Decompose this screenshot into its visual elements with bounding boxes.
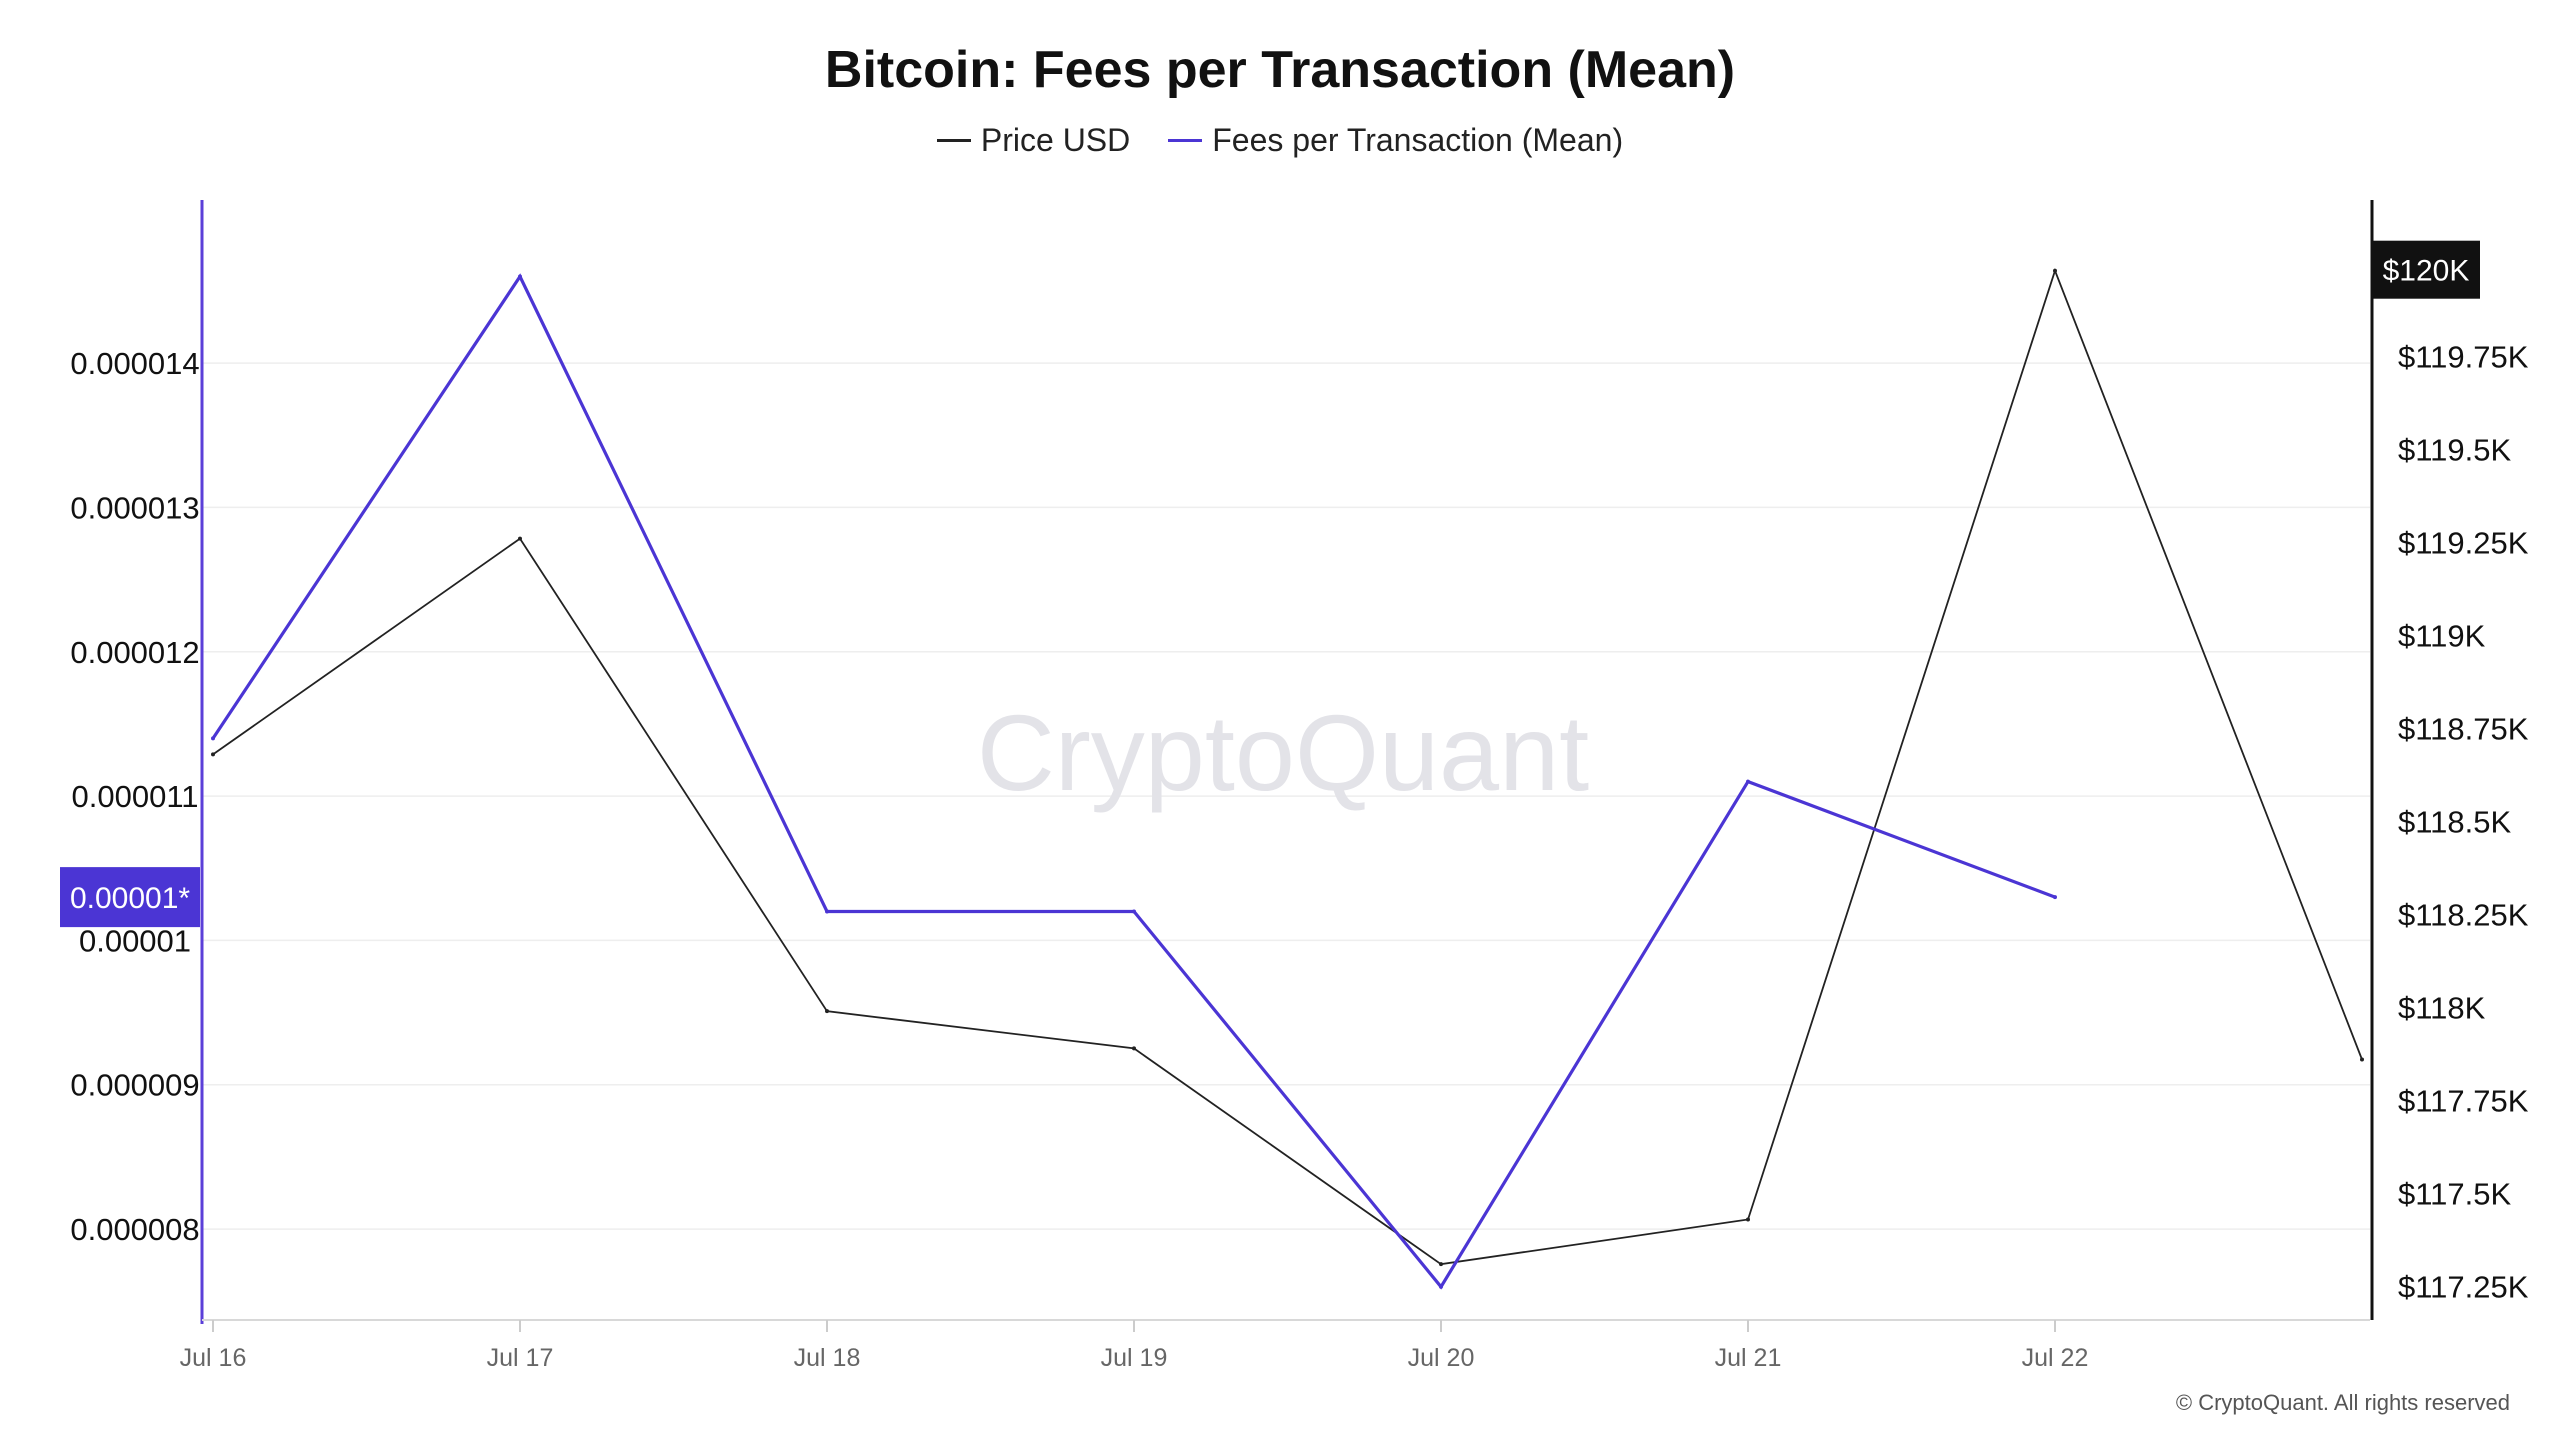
legend-label-fees: Fees per Transaction (Mean) [1212,122,1624,158]
x-tick-label: Jul 17 [487,1344,554,1372]
price-current-badge [2372,240,2480,299]
right-tick-label: $117.25K [2398,1270,2529,1305]
fees-current-badge-label: 0.00001* [70,882,190,915]
fees-point [1746,779,1750,784]
price-point [2360,1057,2364,1062]
legend-label-price: Price USD [980,122,1131,158]
x-tick-label: Jul 22 [2022,1344,2089,1372]
right-tick-label: $118.5K [2398,804,2512,839]
fees-point [211,736,215,741]
legend-swatch-price [936,139,971,142]
price-point [2053,268,2057,273]
right-tick-label: $118K [2398,990,2486,1025]
right-tick-label: $119K [2398,618,2486,653]
right-tick-label: $119.75K [2398,339,2529,374]
right-tick-label: $118.75K [2398,711,2529,746]
series-layer [211,268,2364,1290]
grid-layer [202,362,2370,1230]
right-tick-label: $117.75K [2398,1083,2529,1118]
legend-item-fees[interactable]: Fees per Transaction (Mean) [1168,122,1623,159]
watermark: CryptoQuant [977,692,1589,813]
legend-item-price[interactable]: Price USD [936,122,1131,159]
fees-current-badge [60,867,200,928]
price-point [211,752,215,757]
left-tick-label: 0.000012 [70,635,199,670]
price-series-line [212,268,2363,1266]
x-tick-label: Jul 21 [1715,1344,1782,1372]
fees-point [1132,909,1136,914]
price-point [1746,1217,1750,1222]
price-point [518,536,522,541]
fees-point [825,909,829,914]
left-tick-label: 0.000008 [70,1212,199,1247]
copyright-footer: © CryptoQuant. All rights reserved [2175,1390,2510,1415]
left-tick-label: 0.000009 [70,1068,199,1103]
right-tick-label: $119.25K [2398,525,2529,560]
x-tick-label: Jul 19 [1101,1344,1168,1372]
x-tick-label: Jul 16 [180,1344,247,1372]
left-tick-label: 0.00001 [79,923,191,958]
legend-swatch-fees [1168,139,1203,142]
fees-point [1439,1284,1443,1289]
labels-layer: 0.000008 0.000009 0.00001 0.000011 0.000012 0… [60,240,2529,1372]
fees-point [518,274,522,279]
x-tick-label: Jul 18 [794,1344,861,1372]
chart-title: Bitcoin: Fees per Transaction (Mean) [824,41,1736,99]
fees-point [2053,895,2057,900]
price-point [1132,1046,1136,1051]
left-tick-label: 0.000014 [70,346,199,381]
axes-layer [200,200,2374,1332]
price-current-badge-label: $120K [2383,255,2470,288]
legend: Price USD Fees per Transaction (Mean) [0,122,2560,159]
x-tick-label: Jul 20 [1408,1344,1475,1372]
price-point [1439,1262,1443,1267]
price-point [825,1009,829,1014]
right-tick-label: $119.5K [2398,432,2512,467]
right-tick-label: $117.5K [2398,1176,2512,1211]
left-tick-label: 0.000013 [70,490,199,525]
right-tick-label: $118.25K [2398,897,2529,932]
left-tick-label: 0.000011 [72,779,199,814]
